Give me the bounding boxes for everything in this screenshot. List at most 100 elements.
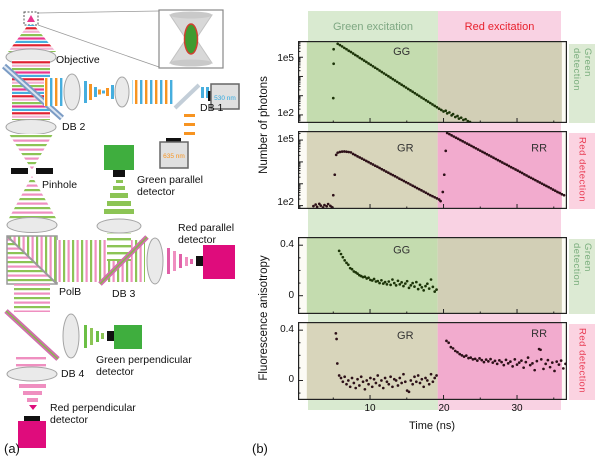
data-point-GG: [404, 86, 408, 89]
data-point-GR: [370, 385, 374, 389]
data-point-GG: [411, 281, 415, 285]
data-point-GG: [331, 96, 335, 100]
data-point-GR: [372, 377, 376, 381]
red-excitation-region: [437, 131, 562, 209]
data-point-GG: [356, 272, 359, 275]
data-point-RR: [448, 132, 451, 136]
data-point-RR: [445, 131, 449, 135]
data-point-GR: [409, 183, 412, 186]
data-point-GR: [385, 380, 389, 384]
data-point-GG: [372, 277, 376, 281]
data-point-RR: [442, 173, 446, 177]
data-point-GR: [435, 374, 438, 377]
data-point-RR: [480, 358, 484, 362]
data-point-RR: [504, 358, 508, 362]
data-point-RR: [551, 188, 555, 191]
data-point-GG: [332, 62, 335, 66]
data-point-GR: [407, 390, 411, 394]
laser-530-label: 530 nm: [214, 95, 236, 102]
data-point-RR: [531, 362, 534, 365]
data-point-GR: [433, 376, 437, 380]
red-excitation-region: [437, 237, 562, 314]
data-point-GR: [411, 184, 415, 188]
data-point-GG: [428, 101, 432, 105]
data-point-GG: [433, 290, 437, 294]
data-point-RR: [458, 352, 462, 356]
data-point-RR: [545, 184, 548, 188]
data-point-GR: [406, 181, 410, 185]
data-point-RR: [528, 363, 532, 367]
diverging-cone: [8, 176, 57, 220]
data-point-GG: [393, 79, 397, 82]
data-point-GR: [404, 180, 408, 184]
data-point-GR: [426, 192, 430, 196]
data-point-GR: [414, 380, 418, 384]
data-point-GG: [415, 93, 419, 96]
data-point-GR: [413, 375, 416, 379]
data-point-GR: [336, 151, 340, 155]
data-point-GG: [337, 249, 341, 253]
data-point-RR: [523, 172, 526, 176]
focal-volume-inset: [37, 9, 224, 69]
data-point-GG: [411, 90, 415, 94]
data-point-GR: [382, 169, 386, 172]
data-point-RR: [506, 362, 510, 365]
data-point-RR: [509, 360, 512, 363]
data-point-RR: [465, 142, 469, 145]
ytick-1e5: 1e5: [277, 134, 294, 145]
data-point-RR: [558, 191, 562, 195]
data-point-RR: [534, 178, 537, 182]
data-point-RR: [502, 363, 506, 367]
red-detection-label: Red detection: [576, 328, 588, 394]
data-point-RR: [547, 185, 550, 189]
data-point-GG: [341, 255, 345, 259]
data-point-RR: [467, 143, 471, 147]
green-excitation-region: [306, 322, 438, 400]
data-point-GR: [335, 337, 338, 341]
data-point-RR: [491, 361, 495, 364]
data-point-GR: [358, 384, 361, 387]
plot-frame: [298, 41, 567, 123]
data-point-GR: [351, 152, 355, 156]
data-point-GR: [439, 199, 442, 203]
data-point-RR: [557, 363, 561, 366]
data-point-RR: [525, 174, 528, 177]
data-point-GG: [346, 263, 350, 267]
data-point-RR: [482, 360, 486, 364]
red-perp-cone: [19, 384, 46, 410]
data-point-GG: [462, 118, 465, 122]
data-point-GG: [345, 47, 348, 51]
plot-anisotropy-green-detection: GG: [298, 237, 567, 314]
data-point-RR: [473, 357, 477, 361]
green-parallel-beam-up: [96, 180, 142, 234]
data-point-RR: [483, 151, 487, 155]
series-label-RR: RR: [531, 328, 547, 340]
data-point-GG: [418, 283, 422, 287]
data-point-GG: [380, 278, 383, 282]
data-point-RR: [522, 366, 525, 370]
data-point-GR: [376, 165, 379, 169]
data-point-GR: [371, 163, 375, 166]
data-point-GG: [378, 69, 381, 72]
data-point-GR: [334, 331, 338, 335]
data-point-GR: [326, 202, 330, 206]
data-point-GG: [362, 59, 366, 62]
data-point-GG: [384, 73, 388, 77]
data-point-GG: [420, 96, 423, 99]
data-point-GG: [380, 70, 384, 74]
data-point-GG: [426, 282, 429, 286]
data-point-GG: [343, 259, 347, 262]
data-point-GG: [406, 87, 410, 91]
green-perp-lens: [62, 313, 80, 359]
green-detection-label: Green detection: [571, 48, 593, 92]
y-axis-label-photons: Number of photons: [258, 76, 270, 174]
red-excitation-region: [437, 41, 562, 123]
red-parallel-label-2: detector: [178, 234, 216, 246]
data-point-GR: [363, 387, 367, 391]
xtick-20: 20: [438, 403, 450, 414]
data-point-RR: [452, 135, 456, 138]
data-point-GG: [403, 282, 407, 285]
data-point-RR: [454, 136, 458, 140]
data-point-GR: [354, 386, 358, 390]
data-point-GG: [414, 280, 418, 284]
